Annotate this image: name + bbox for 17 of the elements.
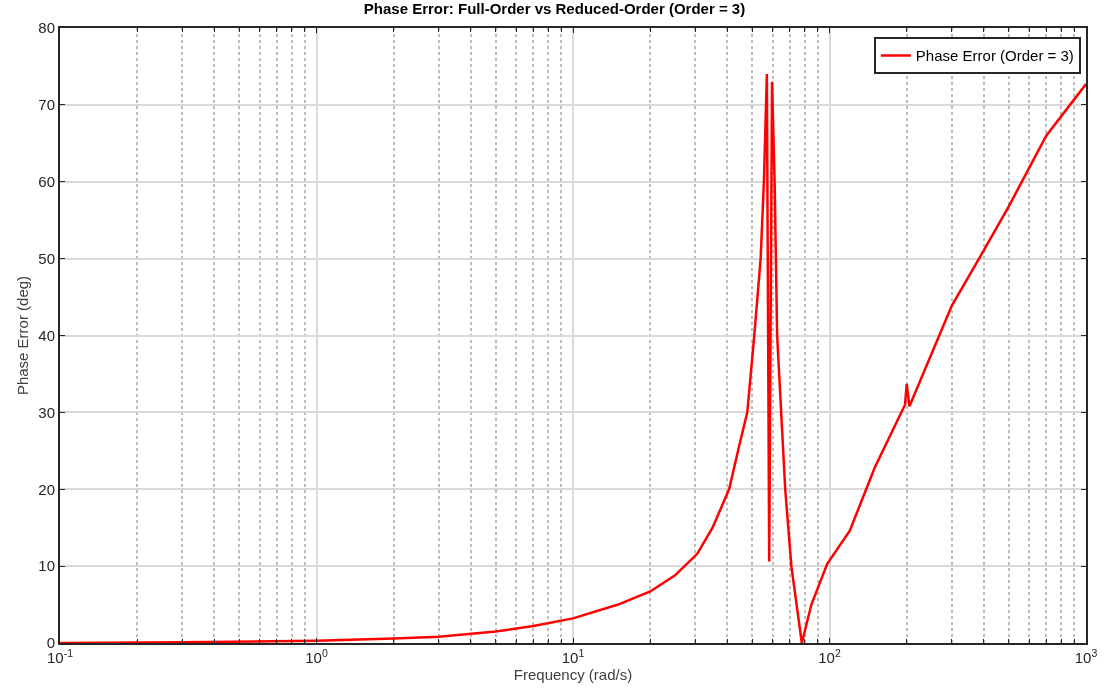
y-axis-title: Phase Error (deg)	[14, 275, 32, 396]
y-tick-label: 40	[38, 326, 55, 344]
y-tick-label: 10	[38, 557, 55, 575]
chart-title: Phase Error: Full-Order vs Reduced-Order (Order = 3)	[363, 0, 746, 17]
y-tick-label: 30	[38, 403, 55, 421]
x-tick-label: 10$^{0}$	[305, 646, 328, 666]
y-tick-label: 20	[38, 480, 55, 498]
y-tick-label: 80	[38, 19, 55, 37]
x-tick-label: 10$^{2}$	[818, 646, 841, 666]
legend-label: Phase Error (Order = 3)	[915, 47, 1074, 65]
x-axis-title: Frequency (rad/s)	[513, 666, 633, 683]
x-tick-label: 10$^{1}$	[561, 646, 585, 666]
y-tick-label: 60	[38, 173, 55, 190]
y-tick-label: 0	[46, 634, 55, 652]
y-tick-label: 70	[38, 96, 55, 114]
x-tick-label: 10$^{3}$	[1074, 646, 1098, 666]
y-tick-label: 50	[38, 249, 55, 267]
